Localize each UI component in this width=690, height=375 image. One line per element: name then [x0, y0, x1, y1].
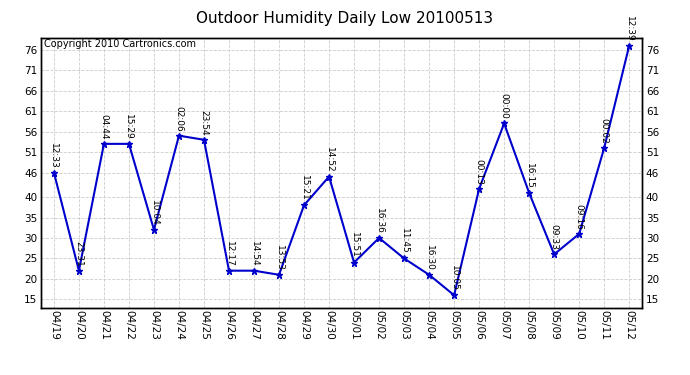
Text: 16:30: 16:30	[424, 245, 433, 271]
Text: Outdoor Humidity Daily Low 20100513: Outdoor Humidity Daily Low 20100513	[197, 11, 493, 26]
Text: 23:54: 23:54	[199, 110, 208, 136]
Text: 00:00: 00:00	[500, 93, 509, 119]
Text: 02:06: 02:06	[175, 106, 184, 132]
Text: 00:02: 00:02	[600, 118, 609, 144]
Text: 16:15: 16:15	[524, 163, 533, 189]
Text: 09:16: 09:16	[575, 204, 584, 230]
Text: 04:44: 04:44	[99, 114, 108, 140]
Text: 12:17: 12:17	[224, 241, 233, 267]
Text: 23:31: 23:31	[75, 241, 83, 267]
Text: 15:51: 15:51	[350, 232, 359, 258]
Text: 10:05: 10:05	[450, 265, 459, 291]
Text: 11:45: 11:45	[400, 228, 408, 254]
Text: 16:36: 16:36	[375, 208, 384, 234]
Text: 09:33: 09:33	[550, 224, 559, 250]
Text: 14:54: 14:54	[250, 241, 259, 267]
Text: 15:21: 15:21	[299, 175, 308, 201]
Text: 15:29: 15:29	[124, 114, 133, 140]
Text: 10:04: 10:04	[150, 200, 159, 226]
Text: 12:39: 12:39	[624, 16, 633, 42]
Text: 12:33: 12:33	[50, 142, 59, 168]
Text: Copyright 2010 Cartronics.com: Copyright 2010 Cartronics.com	[44, 39, 197, 49]
Text: 14:52: 14:52	[324, 147, 333, 172]
Text: 13:53: 13:53	[275, 245, 284, 271]
Text: 00:13: 00:13	[475, 159, 484, 185]
